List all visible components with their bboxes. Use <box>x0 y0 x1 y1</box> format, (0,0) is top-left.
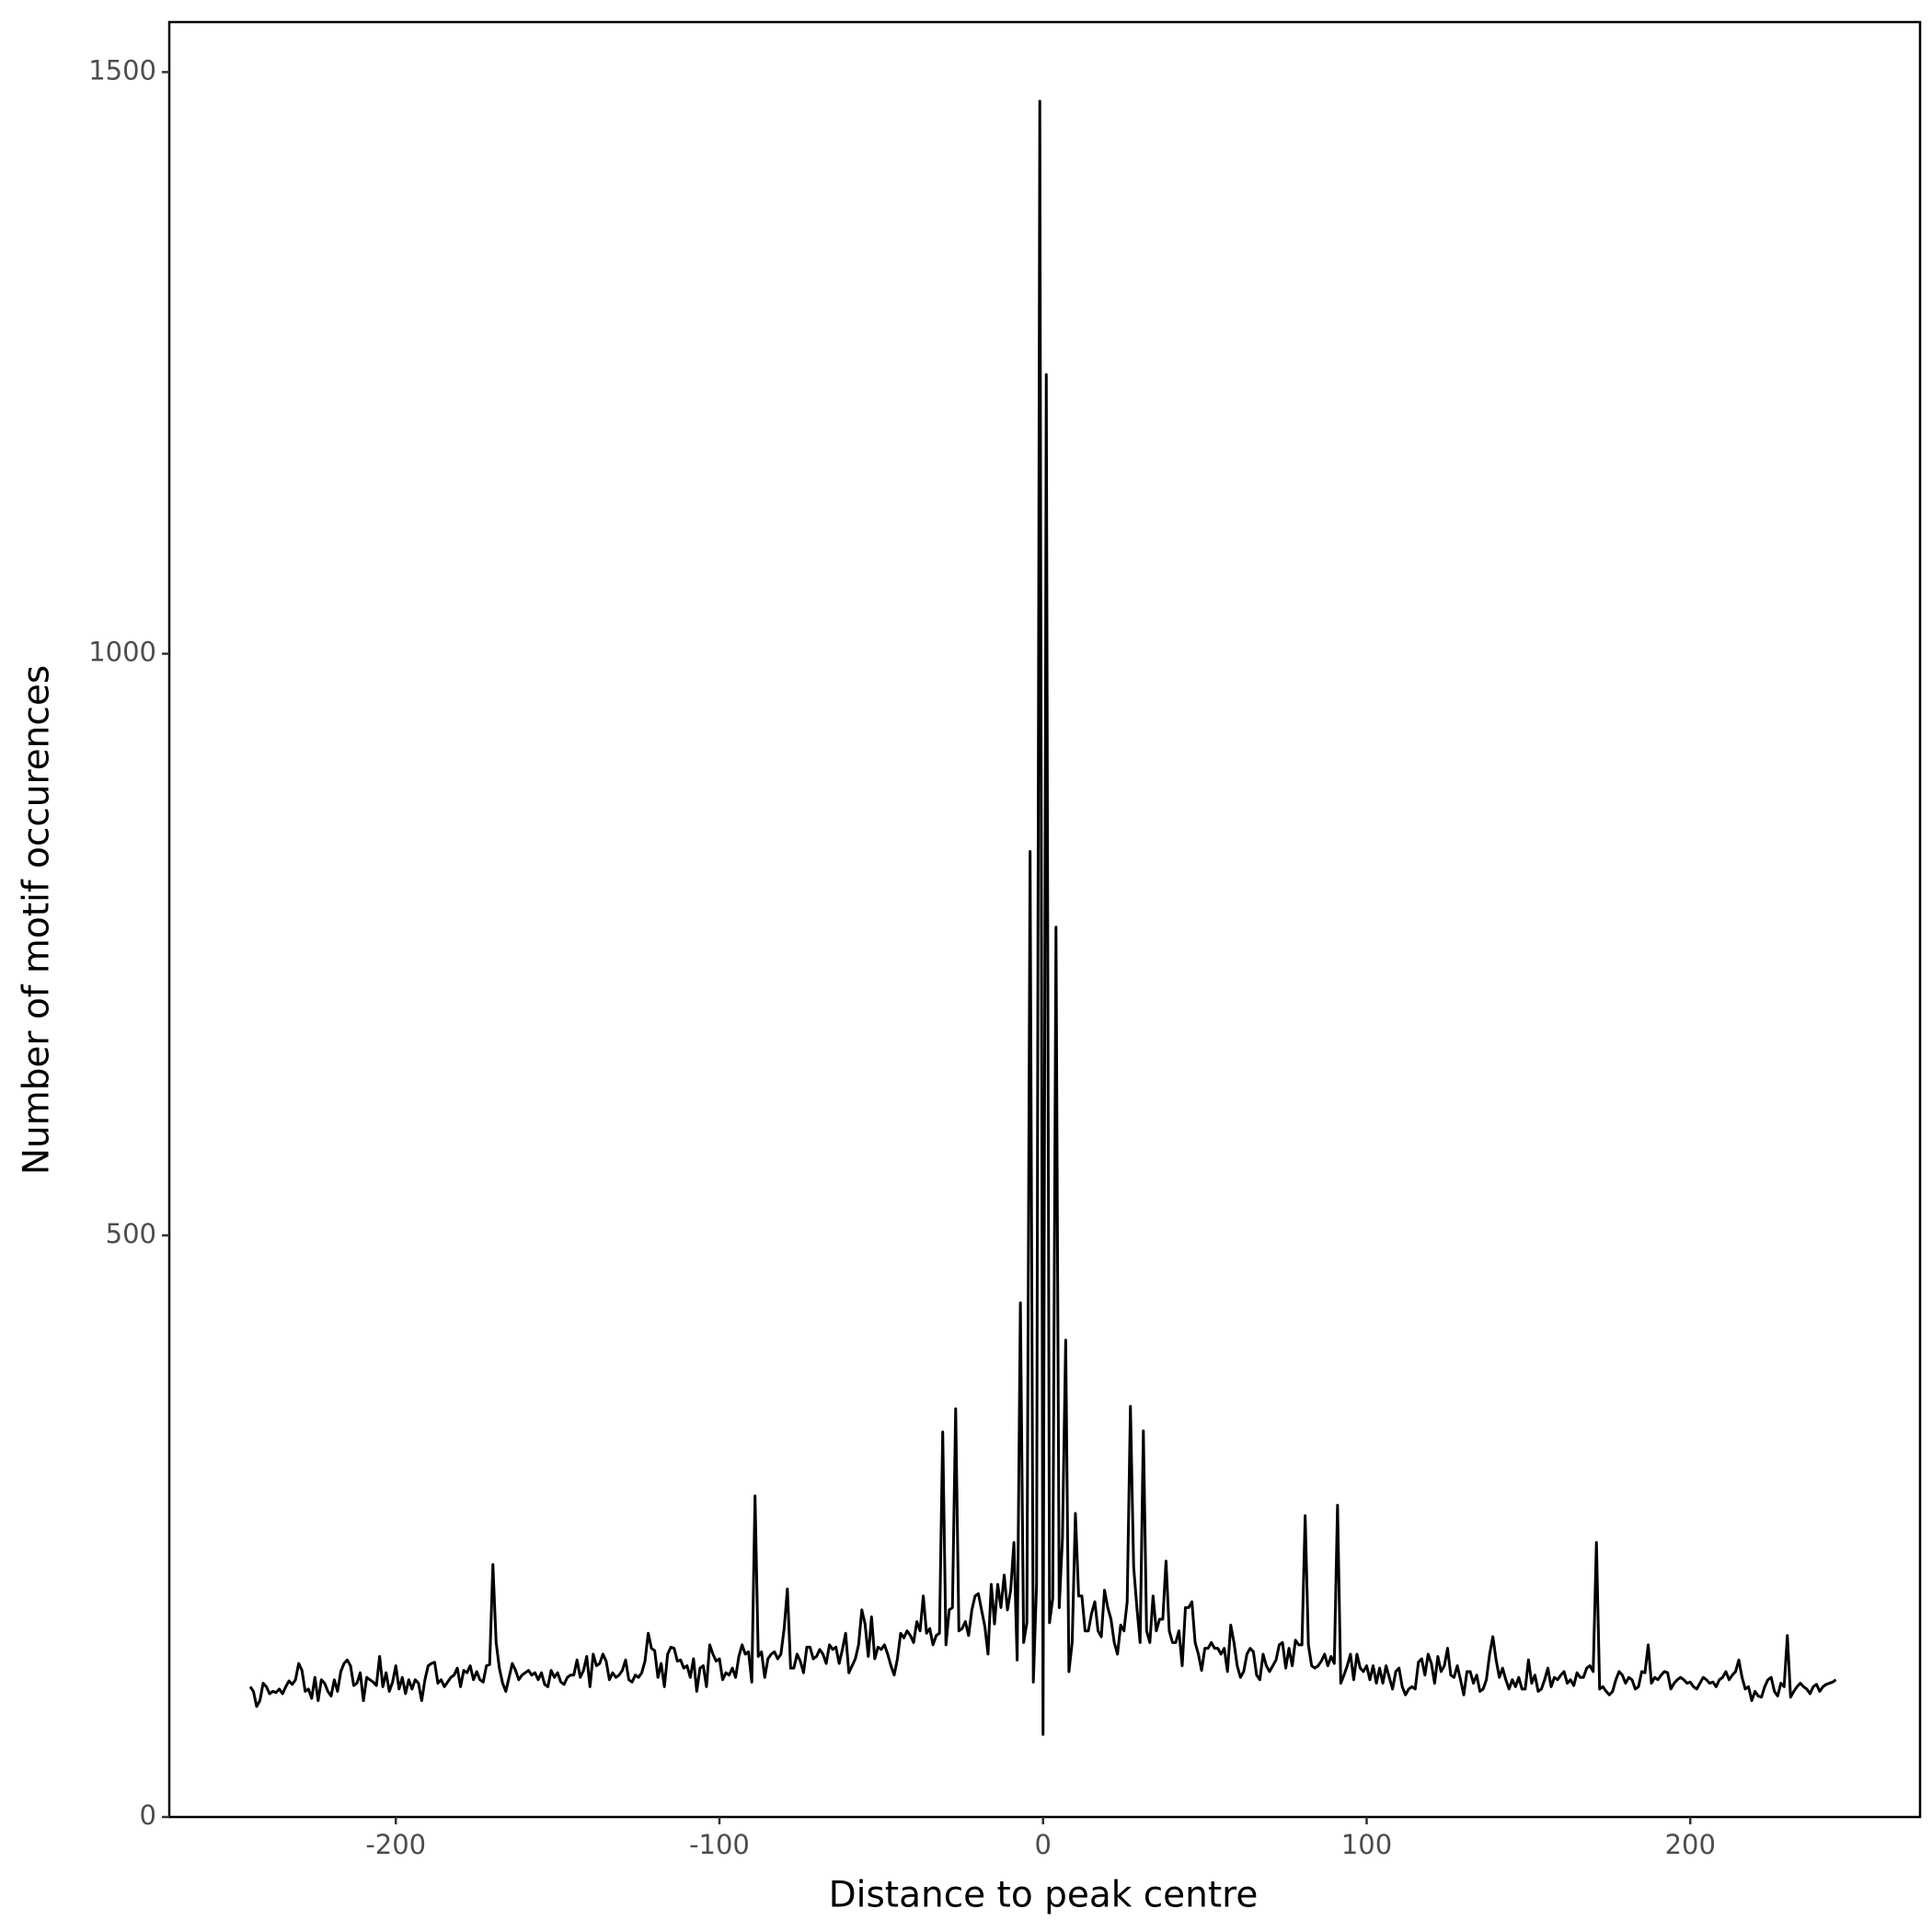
x-tick-label: -100 <box>689 1829 750 1860</box>
data-line <box>248 99 1837 1736</box>
x-axis-title: Distance to peak centre <box>829 1875 1259 1916</box>
y-tick-label: 1500 <box>88 54 156 86</box>
x-tick-label: 100 <box>1341 1829 1392 1860</box>
x-tick-label: 200 <box>1665 1829 1716 1860</box>
y-axis-title: Number of motif occurences <box>17 665 58 1175</box>
x-tick-label: 0 <box>1035 1829 1052 1860</box>
x-tick-label: -200 <box>365 1829 426 1860</box>
y-tick-label: 1000 <box>88 637 156 668</box>
y-tick-label: 500 <box>106 1218 156 1249</box>
y-tick-label: 0 <box>140 1800 156 1831</box>
plot-border <box>167 20 1922 1819</box>
